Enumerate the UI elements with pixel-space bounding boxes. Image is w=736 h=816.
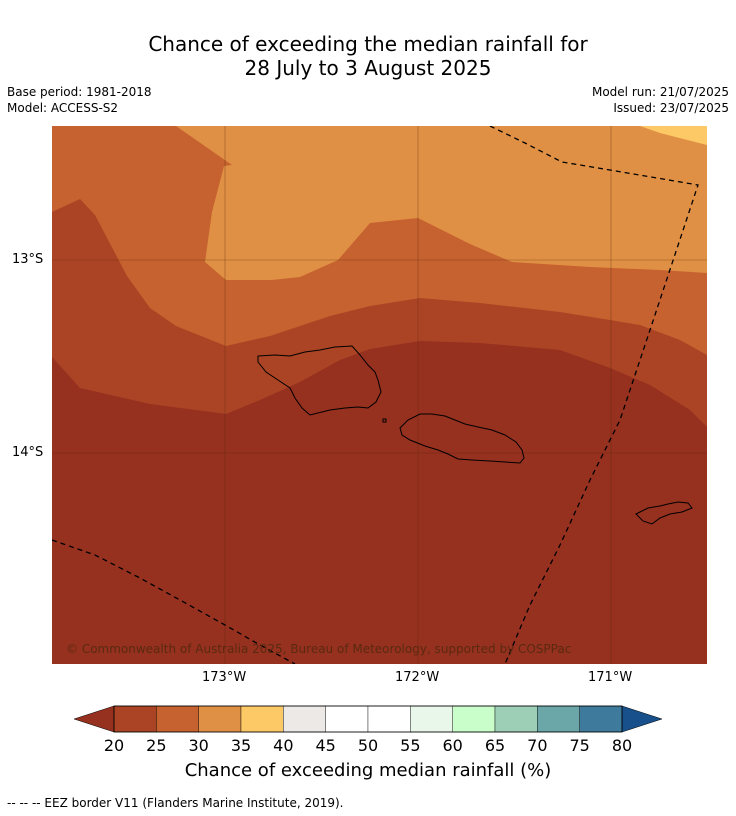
colorbar-title: Chance of exceeding median rainfall (%) [184,760,552,781]
colorbar-tick-label: 55 [400,736,421,755]
colorbar-tick-label: 65 [484,736,506,755]
colorbar-cell [113,705,157,733]
chart-title-line1: Chance of exceeding the median rainfall … [148,32,588,56]
colorbar-tick-label: 70 [527,736,548,755]
colorbar-cell [494,705,538,733]
lon-tick-171w: 171°W [588,670,633,685]
manono-islet [382,418,387,423]
lat-tick-14s: 14°S [12,445,44,460]
lon-tick-172w: 172°W [395,670,440,685]
lon-tick-173w: 173°W [202,670,247,685]
colorbar-tick-label: 50 [357,736,379,755]
colorbar [73,705,663,733]
colorbar-under-arrow [73,705,115,733]
colorbar-cell [156,705,199,733]
colorbar-cell [410,705,453,733]
colorbar-cell [452,705,496,733]
copyright-text: © Commonwealth of Australia 2025, Bureau… [66,642,571,656]
model-label: Model: ACCESS-S2 [7,101,119,115]
colorbar-tick-label: 40 [273,736,294,755]
model-run-label: Model run: 21/07/2025 [591,85,729,99]
colorbar-tick-label: 25 [146,736,167,755]
base-period-label: Base period: 1981-2018 [7,85,152,99]
colorbar-tick-label: 60 [442,736,463,755]
tutuila-island [635,501,693,525]
chart-title-line2: 28 July to 3 August 2025 [244,56,492,80]
colorbar-cell [198,705,242,733]
colorbar-over-arrow [621,705,663,733]
rainfall-map: © Commonwealth of Australia 2025, Bureau… [52,126,707,664]
colorbar-tick-label: 20 [103,736,125,755]
colorbar-cell [367,705,411,733]
colorbar-cell [579,705,623,733]
zone-40-45 [640,126,707,145]
colorbar-cell [240,705,284,733]
eez-border-upper [489,126,699,664]
colorbar-tick-label: 30 [188,736,209,755]
colorbar-tick-label: 80 [611,736,633,755]
issued-label: Issued: 23/07/2025 [613,101,729,115]
colorbar-tick-label: 35 [230,736,252,755]
colorbar-cell [283,705,326,733]
eez-border-lower [52,539,296,664]
colorbar-cell [537,705,580,733]
eez-footer-note: -- -- -- EEZ border V11 (Flanders Marine… [7,796,344,810]
colorbar-tick-label: 75 [569,736,590,755]
colorbar-cell [325,705,369,733]
colorbar-tick-label: 45 [315,736,336,755]
lat-tick-13s: 13°S [12,252,44,267]
upolu-island [399,413,525,464]
savaii-island [257,345,382,416]
